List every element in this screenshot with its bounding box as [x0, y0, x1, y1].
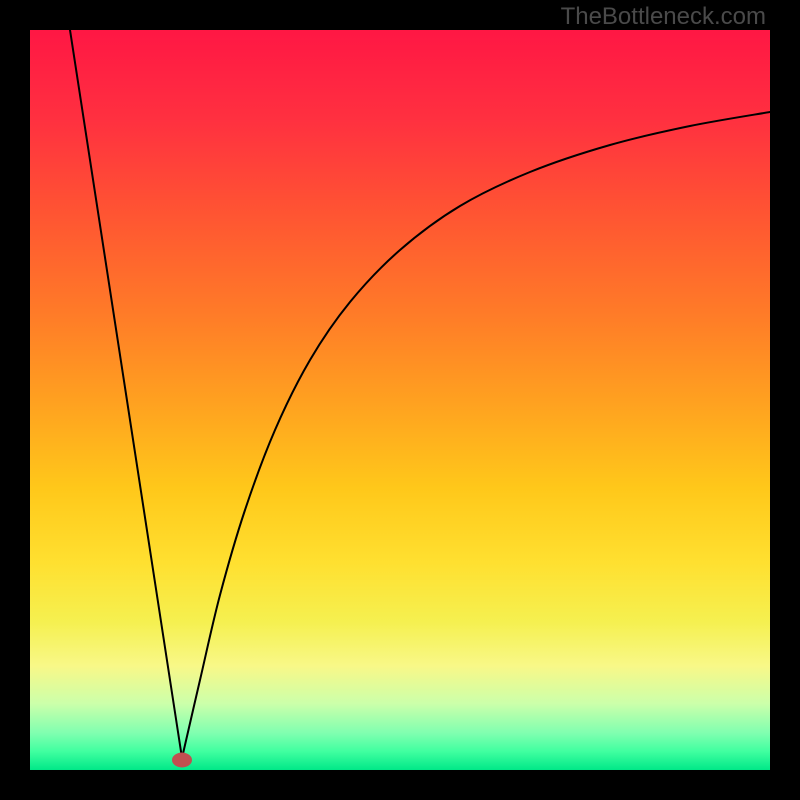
chart-frame: TheBottleneck.com: [0, 0, 800, 800]
watermark-text: TheBottleneck.com: [561, 3, 766, 31]
minimum-point-marker: [172, 753, 192, 768]
bottleneck-curve: [30, 30, 770, 770]
plot-area: [30, 30, 770, 770]
